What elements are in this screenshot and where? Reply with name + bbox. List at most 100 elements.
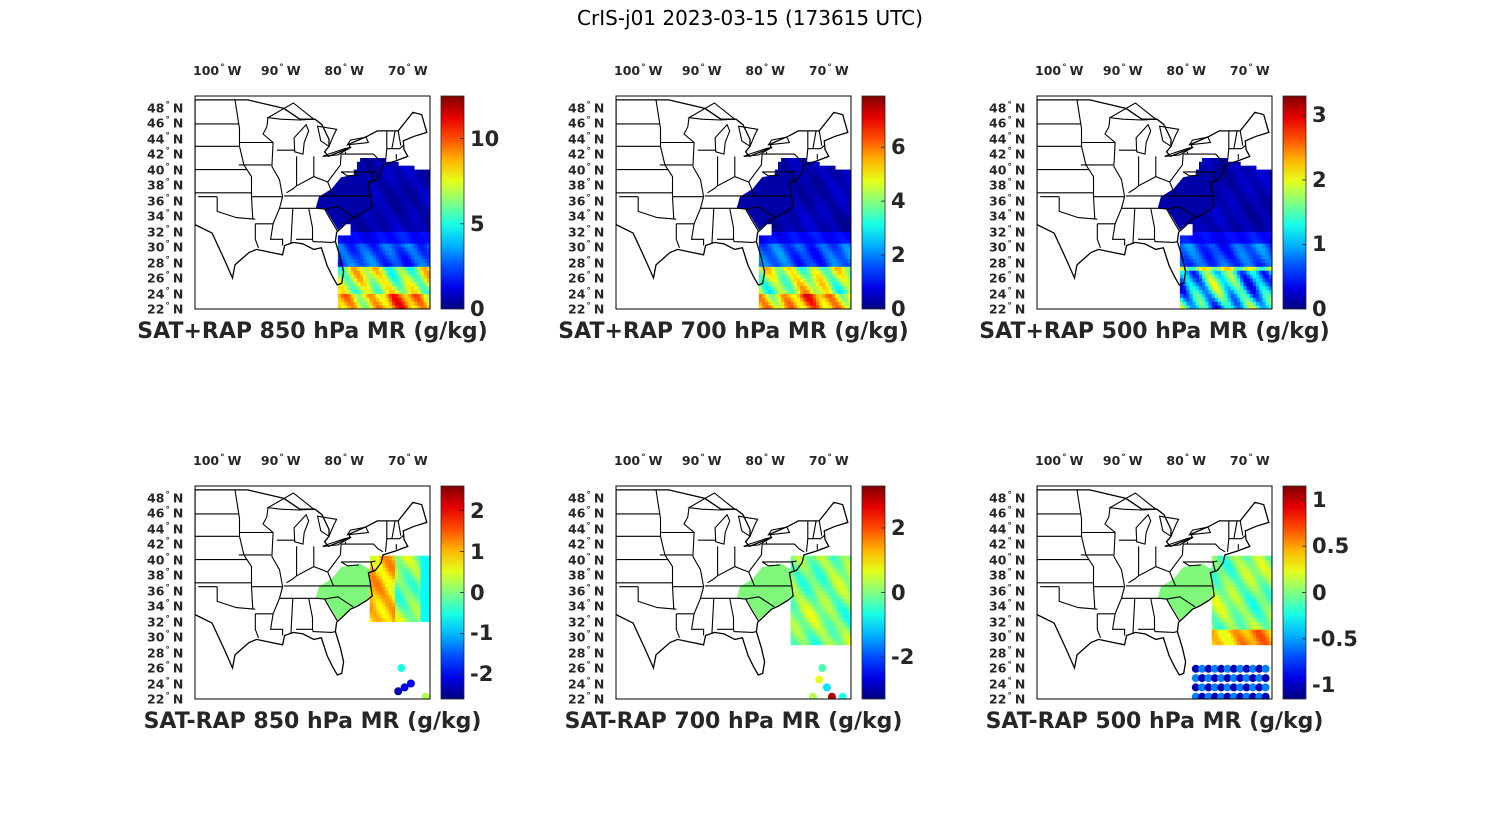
diff-cell	[395, 602, 399, 607]
diff-cell	[793, 578, 798, 584]
degree-symbol: °	[586, 146, 591, 157]
mr-cell	[768, 301, 772, 306]
mr-cell	[1211, 258, 1216, 263]
diff-cell	[825, 606, 830, 611]
mr-cell	[1202, 239, 1206, 244]
mr-cell	[774, 297, 779, 302]
diff-cell	[806, 640, 811, 646]
diff-cell	[828, 555, 833, 560]
mr-cell	[816, 235, 820, 240]
mr-cell	[423, 235, 428, 240]
mr-cell	[1243, 235, 1247, 240]
diff-cell	[379, 578, 383, 584]
mr-cell	[1252, 212, 1257, 217]
mr-cell	[822, 301, 826, 306]
mr-cell	[758, 266, 763, 271]
mr-cell	[1224, 223, 1228, 229]
mr-cell	[784, 254, 788, 260]
mr-cell	[1237, 204, 1241, 209]
mr-cell	[388, 285, 393, 291]
mr-cell	[347, 219, 351, 225]
mr-cell	[1221, 243, 1225, 248]
mr-cell	[1227, 223, 1232, 229]
mr-cell	[372, 254, 377, 260]
mr-cell	[1262, 192, 1267, 198]
mr-cell	[800, 196, 804, 201]
diff-cell	[395, 578, 399, 584]
diff-cell	[426, 563, 430, 568]
mr-cell	[1237, 181, 1241, 186]
mr-cell	[1237, 274, 1241, 279]
mr-cell	[1262, 231, 1267, 236]
mr-cell	[388, 262, 393, 267]
mr-cell	[803, 169, 807, 174]
obs-point	[1204, 683, 1213, 692]
diff-cell	[414, 613, 418, 619]
diff-cell	[1265, 559, 1270, 564]
mr-cell	[1192, 274, 1197, 279]
mr-cell	[844, 188, 849, 194]
diff-cell	[825, 578, 830, 584]
diff-cell	[1233, 602, 1238, 607]
diff-cell	[1237, 609, 1241, 615]
mr-cell	[379, 266, 383, 271]
mr-cell	[1265, 239, 1270, 244]
mr-cell	[391, 204, 396, 209]
mr-cell	[790, 239, 795, 244]
diff-cell	[800, 637, 804, 642]
diff-cell	[1262, 567, 1267, 572]
mr-cell	[806, 165, 811, 170]
mr-cell	[819, 216, 823, 221]
diff-cell	[379, 609, 383, 615]
diff-cell	[1221, 590, 1225, 595]
mr-cell	[1252, 227, 1257, 232]
diff-cell	[1211, 629, 1216, 634]
mr-cell	[385, 243, 390, 248]
mr-cell	[800, 161, 804, 167]
degree-symbol: °	[165, 536, 170, 547]
great-lake-outline	[1108, 102, 1158, 121]
mr-cell	[1221, 173, 1225, 178]
mr-cell	[417, 208, 421, 213]
mr-cell	[1233, 258, 1238, 263]
degree-symbol: °	[1007, 239, 1012, 250]
mr-cell	[347, 243, 351, 248]
mr-cell	[800, 301, 804, 306]
mr-cell	[1246, 301, 1251, 306]
diff-cell	[372, 555, 377, 560]
mr-cell	[1252, 278, 1257, 283]
lat-value: 36	[147, 193, 165, 209]
mr-cell	[1208, 227, 1213, 232]
mr-cell	[417, 247, 421, 252]
lat-value: 40	[989, 162, 1007, 178]
diff-cell	[1230, 629, 1235, 634]
mr-cell	[1186, 278, 1190, 283]
mr-cell	[344, 293, 348, 298]
mr-cell	[410, 262, 415, 267]
mr-cell	[1249, 262, 1254, 267]
diff-cell	[1240, 567, 1244, 572]
mr-cell	[790, 285, 795, 291]
mr-cell	[369, 278, 374, 283]
mr-cell	[835, 188, 839, 194]
mr-cell	[778, 278, 782, 283]
diff-cell	[847, 629, 851, 634]
diff-land-field	[315, 563, 373, 620]
mr-cell	[337, 274, 342, 279]
mr-cell	[762, 297, 766, 302]
diff-cell	[1218, 609, 1222, 615]
diff-cell	[1246, 621, 1251, 626]
lat-value: 24	[568, 286, 586, 302]
mr-cell	[812, 185, 817, 190]
lon-hemisphere: W	[413, 63, 428, 79]
mr-cell	[790, 161, 795, 167]
mr-cell	[420, 208, 425, 213]
mr-cell	[417, 173, 421, 178]
mr-cell	[1262, 212, 1267, 217]
mr-cell	[774, 258, 779, 263]
mr-cell	[1246, 262, 1251, 267]
diff-cell	[391, 617, 396, 622]
diff-cell	[407, 606, 412, 611]
mr-cell	[774, 235, 779, 240]
mr-cell	[809, 274, 814, 279]
